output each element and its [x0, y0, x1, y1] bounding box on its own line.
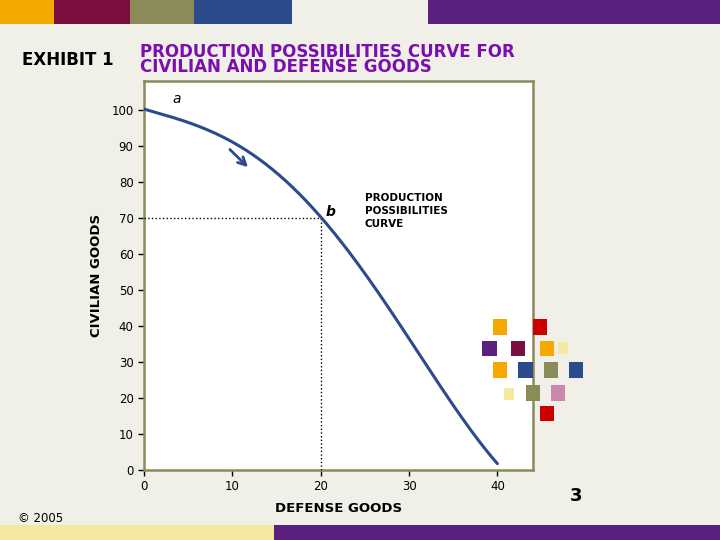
Text: PRODUCTION
POSSIBILITIES
CURVE: PRODUCTION POSSIBILITIES CURVE: [365, 193, 448, 229]
Text: a: a: [172, 92, 181, 106]
X-axis label: DEFENSE GOODS: DEFENSE GOODS: [275, 502, 402, 515]
Y-axis label: CIVILIAN GOODS: CIVILIAN GOODS: [90, 214, 103, 337]
Text: © 2005: © 2005: [18, 512, 63, 525]
Text: CIVILIAN AND DEFENSE GOODS: CIVILIAN AND DEFENSE GOODS: [140, 58, 432, 76]
Text: 3: 3: [570, 487, 582, 505]
Text: EXHIBIT 1: EXHIBIT 1: [22, 51, 113, 69]
Text: b: b: [325, 205, 335, 219]
Text: PRODUCTION POSSIBILITIES CURVE FOR: PRODUCTION POSSIBILITIES CURVE FOR: [140, 43, 515, 61]
